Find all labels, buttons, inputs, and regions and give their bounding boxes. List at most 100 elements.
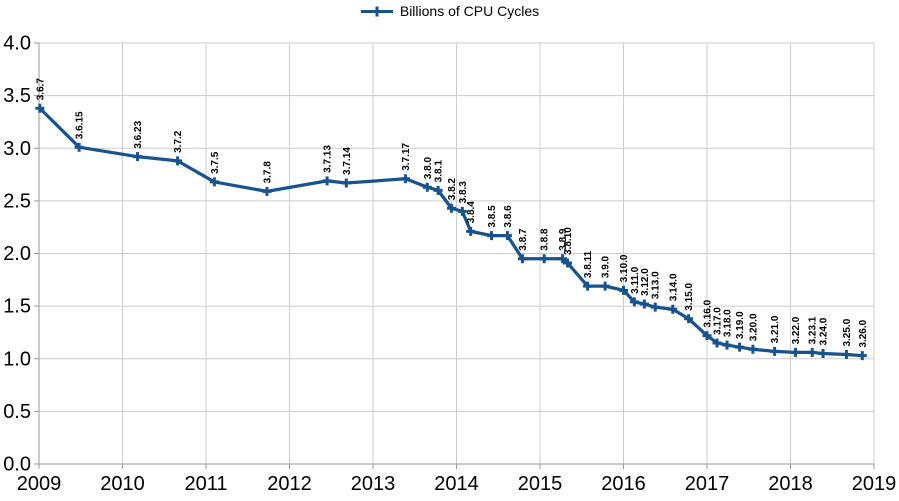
data-point-marker	[748, 344, 758, 354]
data-point-marker	[770, 346, 780, 356]
data-point-marker	[650, 302, 660, 312]
data-point-label: 3.14.0	[668, 273, 679, 301]
data-point-marker	[433, 185, 443, 195]
data-point-marker	[466, 226, 476, 236]
data-point-label: 3.9.0	[601, 255, 612, 278]
data-point-label: 3.17.0	[713, 307, 724, 335]
legend-label: Billions of CPU Cycles	[399, 3, 540, 19]
data-point-marker	[133, 152, 143, 162]
x-axis-tick-label: 2012	[267, 473, 312, 495]
data-point-label: 3.8.10	[563, 227, 574, 255]
data-point-marker	[539, 254, 549, 264]
x-axis-tick-label: 2009	[17, 473, 62, 495]
data-point-marker	[841, 350, 851, 360]
data-point-marker	[807, 347, 817, 357]
data-point-marker	[401, 174, 411, 184]
y-axis-tick-label: 2.5	[3, 190, 31, 212]
data-point-label: 3.8.4	[466, 201, 477, 224]
data-point-label: 3.11.0	[630, 266, 641, 294]
data-point-label: 3.6.23	[133, 120, 144, 148]
data-point-label: 3.23.1	[808, 316, 819, 344]
data-point-marker	[35, 103, 45, 113]
data-point-label: 3.8.9	[558, 228, 569, 251]
chart-legend: Billions of CPU Cycles	[0, 3, 899, 19]
data-point-label: 3.6.15	[75, 111, 86, 139]
data-point-marker	[583, 281, 593, 291]
data-point-marker	[563, 258, 573, 268]
data-point-marker	[262, 186, 272, 196]
y-axis-tick-label: 0.5	[3, 401, 31, 423]
data-point-marker	[422, 182, 432, 192]
data-point-marker	[735, 342, 745, 352]
data-point-label: 3.8.2	[447, 178, 458, 201]
data-point-marker	[791, 347, 801, 357]
series-line-plus-icon	[360, 6, 393, 16]
data-point-marker	[558, 254, 568, 264]
data-point-label: 3.8.7	[518, 228, 529, 251]
x-axis-tick-label: 2010	[100, 473, 145, 495]
data-point-label: 3.13.0	[651, 271, 662, 299]
data-point-marker	[684, 314, 694, 324]
y-axis-tick-label: 2.0	[3, 243, 31, 265]
data-point-marker	[446, 203, 456, 213]
data-point-label: 3.24.0	[819, 317, 830, 345]
data-point-label: 3.7.13	[323, 145, 334, 173]
data-point-marker	[600, 281, 610, 291]
data-point-label: 3.10.0	[619, 254, 630, 282]
data-point-marker	[487, 231, 497, 241]
data-point-label: 3.7.5	[210, 151, 221, 174]
data-point-label: 3.21.0	[770, 315, 781, 343]
data-point-label: 3.7.8	[262, 161, 273, 184]
data-point-marker	[322, 176, 332, 186]
data-point-label: 3.26.0	[858, 319, 869, 347]
y-axis-tick-label: 4.0	[3, 33, 31, 55]
data-point-label: 3.8.5	[487, 205, 498, 228]
data-point-label: 3.20.0	[748, 313, 759, 341]
y-axis-tick-label: 0.0	[3, 454, 31, 476]
data-point-label: 3.8.0	[423, 157, 434, 180]
x-axis-tick-label: 2014	[434, 473, 479, 495]
data-point-marker	[173, 156, 183, 166]
y-axis-tick-label: 1.0	[3, 348, 31, 370]
data-point-marker	[502, 231, 512, 241]
data-point-marker	[712, 338, 722, 348]
data-point-marker	[629, 297, 639, 307]
data-point-label: 3.7.2	[173, 130, 184, 153]
data-point-label: 3.6.7	[35, 78, 46, 101]
data-point-marker	[722, 340, 732, 350]
data-point-label: 3.8.1	[434, 160, 445, 183]
data-point-label: 3.8.6	[503, 205, 514, 228]
x-axis-tick-label: 2019	[852, 473, 897, 495]
y-axis-tick-label: 1.5	[3, 296, 31, 318]
data-point-marker	[517, 254, 527, 264]
y-axis-tick-label: 3.0	[3, 138, 31, 160]
data-point-label: 3.8.8	[540, 228, 551, 251]
x-axis-tick-label: 2016	[601, 473, 646, 495]
data-point-marker	[639, 299, 649, 309]
data-point-label: 3.19.0	[735, 311, 746, 339]
data-point-marker	[702, 331, 712, 341]
x-axis-tick-label: 2017	[685, 473, 730, 495]
data-point-marker	[857, 351, 867, 361]
data-point-label: 3.16.0	[703, 299, 714, 327]
data-point-marker	[818, 348, 828, 358]
data-point-marker	[457, 206, 467, 216]
x-axis-tick-label: 2015	[518, 473, 563, 495]
x-axis-tick-label: 2011	[184, 473, 227, 495]
data-point-marker	[74, 142, 84, 152]
data-point-label: 3.7.14	[342, 147, 353, 175]
data-point-label: 3.8.3	[458, 181, 469, 204]
data-point-label: 3.15.0	[684, 283, 695, 311]
x-axis-tick-label: 2018	[768, 473, 813, 495]
data-point-label: 3.22.0	[791, 316, 802, 344]
data-point-label: 3.25.0	[842, 318, 853, 346]
data-point-marker	[341, 178, 351, 188]
data-point-label: 3.12.0	[640, 268, 651, 296]
data-point-marker	[668, 304, 678, 314]
data-point-marker	[619, 285, 628, 295]
data-point-label: 3.18.0	[723, 309, 734, 337]
x-axis-tick-label: 2013	[351, 473, 396, 495]
data-point-marker	[209, 177, 219, 187]
